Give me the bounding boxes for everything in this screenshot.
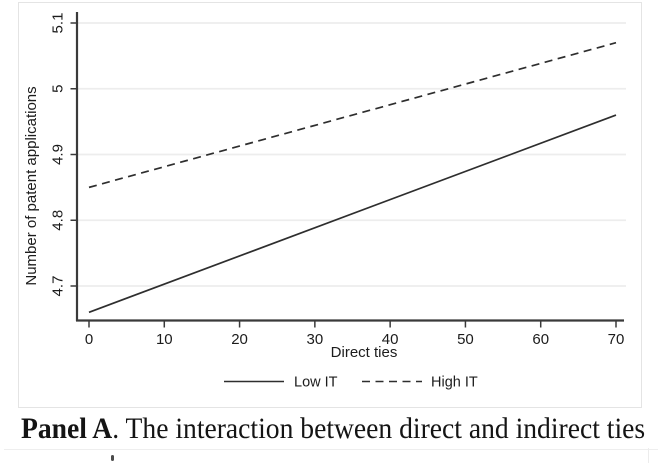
scan-rule-artifact	[4, 449, 658, 450]
y-tick-label: 5.1	[49, 13, 66, 34]
series-line-high-it	[88, 41, 617, 189]
caption-panel-label: Panel A	[21, 412, 113, 445]
x-tick-label: 20	[231, 331, 248, 348]
x-tick-label: 30	[307, 331, 324, 348]
scan-mark-artifact	[111, 455, 114, 461]
x-tick-label: 10	[156, 331, 173, 348]
series-line-low-it	[88, 114, 617, 314]
y-axis-title: Number of patent applications	[23, 86, 40, 285]
x-tick-label: 40	[382, 331, 399, 348]
graph-region-border	[18, 2, 642, 408]
x-tick-label: 70	[608, 331, 625, 348]
x-axis-title: Direct ties	[331, 344, 398, 361]
x-tick-label: 50	[457, 331, 474, 348]
caption-text: . The interaction between direct and ind…	[112, 412, 646, 445]
y-tick-label: 4.7	[49, 276, 66, 297]
legend-label: High IT	[431, 375, 478, 391]
figure-caption: Panel A. The interaction between direct …	[21, 414, 645, 444]
legend-label: Low IT	[294, 375, 338, 391]
scan-edge-artifact	[648, 448, 649, 463]
line-chart: 4.7 4.8 4.9 5 5.1 0 10 20 30 40 50 60 70 Direct ties N…	[18, 2, 642, 408]
x-tick-label: 60	[532, 331, 549, 348]
y-tick-label: 4.9	[49, 144, 66, 165]
y-tick-label: 4.8	[49, 210, 66, 231]
x-tick-label: 0	[85, 331, 93, 348]
y-tick-label: 5	[49, 85, 66, 93]
